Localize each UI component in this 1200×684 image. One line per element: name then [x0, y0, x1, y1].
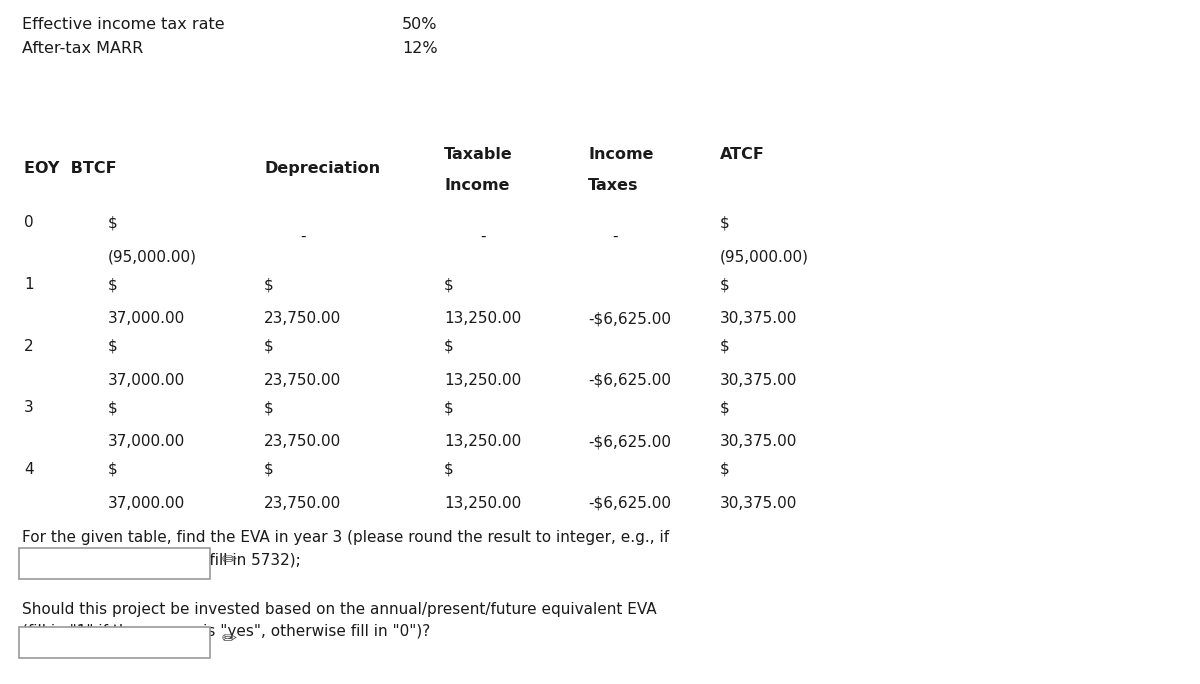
- Text: $: $: [264, 339, 274, 354]
- FancyBboxPatch shape: [19, 627, 210, 658]
- Text: 1: 1: [24, 277, 34, 292]
- Text: 12%: 12%: [402, 41, 438, 56]
- Text: $: $: [720, 400, 730, 415]
- Text: 30,375.00: 30,375.00: [720, 373, 797, 388]
- Text: Depreciation: Depreciation: [264, 161, 380, 176]
- Text: 30,375.00: 30,375.00: [720, 311, 797, 326]
- Text: $: $: [108, 277, 118, 292]
- Text: 37,000.00: 37,000.00: [108, 496, 185, 511]
- Text: $: $: [720, 339, 730, 354]
- Text: 37,000.00: 37,000.00: [108, 434, 185, 449]
- Text: $: $: [264, 400, 274, 415]
- Text: $: $: [720, 462, 730, 477]
- Text: For the given table, find the EVA in year 3 (please round the result to integer,: For the given table, find the EVA in yea…: [22, 530, 668, 567]
- Text: -$6,625.00: -$6,625.00: [588, 434, 671, 449]
- Text: After-tax MARR: After-tax MARR: [22, 41, 143, 56]
- Text: Should this project be invested based on the annual/present/future equivalent EV: Should this project be invested based on…: [22, 602, 656, 639]
- Text: 4: 4: [24, 462, 34, 477]
- Text: -$6,625.00: -$6,625.00: [588, 373, 671, 388]
- Text: $: $: [108, 462, 118, 477]
- Text: 0: 0: [24, 215, 34, 231]
- Text: 23,750.00: 23,750.00: [264, 434, 341, 449]
- Text: 23,750.00: 23,750.00: [264, 311, 341, 326]
- Text: $: $: [108, 339, 118, 354]
- Text: ATCF: ATCF: [720, 147, 764, 162]
- Text: -: -: [480, 229, 486, 244]
- Text: 23,750.00: 23,750.00: [264, 496, 341, 511]
- Text: -$6,625.00: -$6,625.00: [588, 496, 671, 511]
- Text: $: $: [444, 462, 454, 477]
- Text: 50%: 50%: [402, 17, 438, 32]
- Text: 30,375.00: 30,375.00: [720, 496, 797, 511]
- Text: 13,250.00: 13,250.00: [444, 434, 521, 449]
- Text: (95,000.00): (95,000.00): [108, 250, 197, 265]
- FancyBboxPatch shape: [19, 548, 210, 579]
- Text: $: $: [264, 277, 274, 292]
- Text: ✏: ✏: [222, 630, 238, 648]
- Text: $: $: [108, 215, 118, 231]
- Text: $: $: [444, 400, 454, 415]
- Text: 23,750.00: 23,750.00: [264, 373, 341, 388]
- Text: Taxable: Taxable: [444, 147, 512, 162]
- Text: 13,250.00: 13,250.00: [444, 311, 521, 326]
- Text: -$6,625.00: -$6,625.00: [588, 311, 671, 326]
- Text: 37,000.00: 37,000.00: [108, 373, 185, 388]
- Text: Taxes: Taxes: [588, 178, 638, 193]
- Text: 37,000.00: 37,000.00: [108, 311, 185, 326]
- Text: $: $: [264, 462, 274, 477]
- Text: $: $: [720, 215, 730, 231]
- Text: 3: 3: [24, 400, 34, 415]
- Text: Income: Income: [444, 178, 510, 193]
- Text: 13,250.00: 13,250.00: [444, 496, 521, 511]
- Text: $: $: [720, 277, 730, 292]
- Text: 30,375.00: 30,375.00: [720, 434, 797, 449]
- Text: 13,250.00: 13,250.00: [444, 373, 521, 388]
- Text: Income: Income: [588, 147, 654, 162]
- Text: ✏: ✏: [222, 551, 238, 569]
- Text: EOY  BTCF: EOY BTCF: [24, 161, 116, 176]
- Text: (95,000.00): (95,000.00): [720, 250, 809, 265]
- Text: -: -: [300, 229, 306, 244]
- Text: 2: 2: [24, 339, 34, 354]
- Text: $: $: [108, 400, 118, 415]
- Text: Effective income tax rate: Effective income tax rate: [22, 17, 224, 32]
- Text: $: $: [444, 339, 454, 354]
- Text: $: $: [444, 277, 454, 292]
- Text: -: -: [612, 229, 618, 244]
